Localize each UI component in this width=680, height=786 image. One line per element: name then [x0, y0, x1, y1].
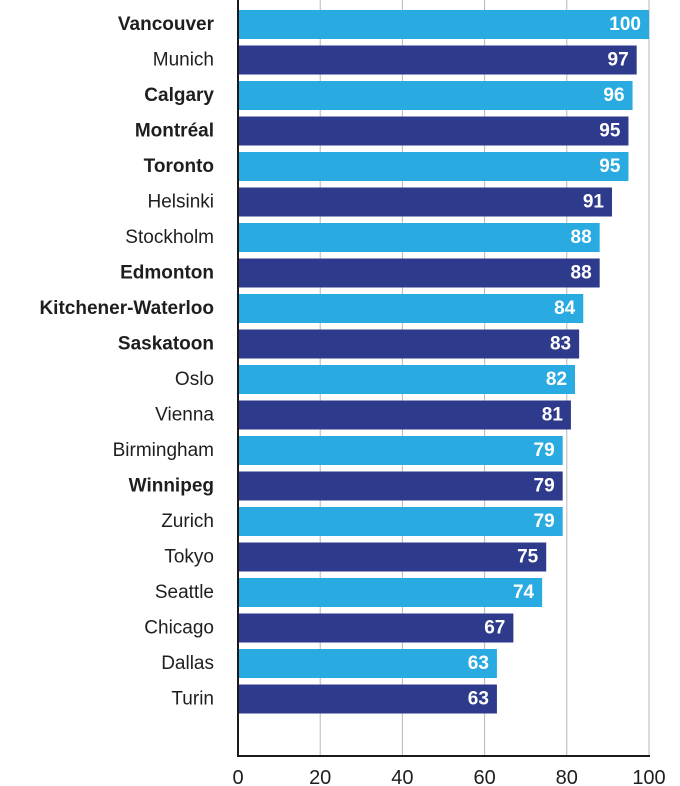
category-label: Birmingham — [113, 440, 214, 461]
value-label: 96 — [603, 85, 624, 106]
category-label: Munich — [153, 50, 214, 71]
bar — [238, 116, 629, 146]
category-label: Dallas — [161, 653, 214, 674]
bar — [238, 400, 571, 430]
bar — [238, 45, 637, 75]
value-labels: 100 97 96 95 95 91 88 88 84 83 82 81 79 79 79 75 74 67 63 6… — [468, 14, 641, 710]
bar — [238, 223, 600, 252]
value-label: 79 — [534, 440, 555, 461]
category-label: Kitchener-Waterloo — [39, 298, 214, 319]
bar — [238, 649, 497, 678]
category-label: Seattle — [155, 582, 214, 603]
category-label: Vancouver — [118, 14, 215, 35]
category-label: Toronto — [144, 156, 214, 177]
category-label: Winnipeg — [129, 476, 214, 497]
category-label: Saskatoon — [118, 334, 214, 355]
value-label: 63 — [468, 653, 489, 674]
bar — [238, 10, 649, 39]
value-label: 82 — [546, 369, 567, 390]
category-label: Helsinki — [147, 192, 214, 213]
bar — [238, 684, 497, 714]
x-tick-label: 20 — [309, 767, 331, 786]
x-tick-label: 40 — [391, 767, 413, 786]
category-label: Stockholm — [125, 227, 214, 248]
value-label: 95 — [599, 121, 621, 142]
category-label: Calgary — [144, 85, 214, 106]
value-label: 97 — [608, 50, 629, 71]
value-label: 75 — [517, 547, 539, 568]
value-label: 88 — [571, 263, 592, 284]
value-label: 81 — [542, 405, 564, 426]
value-label: 100 — [609, 14, 641, 35]
x-tick-label: 80 — [556, 767, 578, 786]
value-label: 67 — [484, 618, 505, 639]
value-label: 83 — [550, 334, 571, 355]
category-label: Tokyo — [164, 547, 214, 568]
value-label: 79 — [534, 476, 555, 497]
x-tick-label: 60 — [473, 767, 495, 786]
value-label: 95 — [599, 156, 621, 177]
bar — [238, 258, 600, 288]
bar — [238, 365, 576, 394]
value-label: 84 — [554, 298, 576, 319]
bar — [238, 578, 543, 607]
value-label: 74 — [513, 582, 535, 603]
bar — [238, 507, 563, 536]
x-axis-tick-labels: 0 20 40 60 80 100 — [232, 767, 665, 786]
bars — [238, 10, 649, 714]
value-label: 63 — [468, 689, 489, 710]
category-label: Zurich — [161, 511, 214, 532]
category-label: Oslo — [175, 369, 214, 390]
category-label: Turin — [171, 689, 214, 710]
value-label: 91 — [583, 192, 605, 213]
x-tick-label: 100 — [632, 767, 665, 786]
bar — [238, 542, 547, 572]
category-label: Edmonton — [120, 263, 214, 284]
bar — [238, 81, 633, 110]
x-tick-label: 0 — [232, 767, 243, 786]
bar — [238, 294, 584, 323]
category-label: Chicago — [144, 618, 214, 639]
bar — [238, 436, 563, 465]
bar — [238, 471, 563, 501]
bar — [238, 187, 613, 217]
category-label: Montréal — [135, 121, 214, 142]
bar — [238, 152, 629, 181]
bar — [238, 329, 580, 359]
value-label: 88 — [571, 227, 592, 248]
value-label: 79 — [534, 511, 555, 532]
bar — [238, 613, 514, 643]
category-labels: Vancouver Munich Calgary Montréal Toronto Hel… — [39, 14, 214, 710]
category-label: Vienna — [155, 405, 214, 426]
